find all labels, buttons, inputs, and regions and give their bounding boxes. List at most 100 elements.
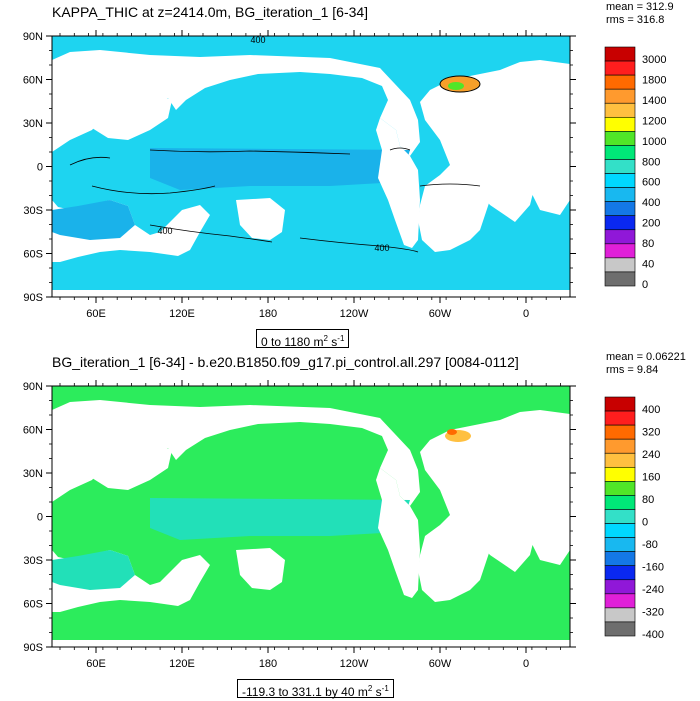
contour-lines: 400 400 400 (69, 35, 481, 253)
range-unit-tail: s (327, 335, 338, 349)
colorbar-level: 1000 (642, 136, 666, 148)
y-tick-label: 0 (37, 512, 43, 524)
colorbar-swatch (604, 621, 636, 637)
y-tick-label: 90N (23, 381, 43, 393)
colorbar-swatch (604, 537, 636, 552)
range-text: -119.3 to 331.1 by 40 m (242, 685, 368, 699)
contour-line (389, 147, 411, 151)
y-tick-label: 30N (23, 118, 43, 130)
colorbar-level: 1800 (642, 74, 666, 86)
colorbar-swatch (604, 173, 636, 188)
colorbar-level: 3000 (642, 54, 666, 66)
colorbar-level: 400 (642, 404, 660, 416)
land-mass (450, 498, 540, 572)
y-tick-label: 90N (23, 31, 43, 43)
land-mass (88, 442, 172, 490)
colorbar-swatch (604, 523, 636, 538)
colorbar-swatch (604, 116, 636, 132)
colorbar-swatch (604, 243, 636, 259)
land-mass (450, 148, 540, 222)
colorbar-swatch (604, 131, 636, 146)
y-tick-label: 0 (37, 162, 43, 174)
contour-line (299, 237, 419, 253)
x-tick-label: 60E (86, 658, 106, 670)
colorbar-swatch (604, 565, 636, 581)
x-tick-label: 180 (259, 308, 277, 320)
y-tick-label: 30S (23, 205, 43, 217)
colorbar-swatch (604, 102, 636, 118)
x-tick-label: 0 (523, 308, 529, 320)
stats: mean = 0.06221 rms = 9.84 (606, 351, 686, 377)
x-tick-label: 120W (340, 308, 369, 320)
colorbar-level: -240 (642, 584, 664, 596)
colorbar-swatch (604, 410, 636, 426)
colorbar-swatch (604, 46, 636, 62)
range-unit-sup2: -1 (381, 684, 389, 693)
panel-bottom: BG_iteration_1 [6-34] - b.e20.B1850.f09_… (0, 350, 700, 700)
y-tick-label: 60S (23, 249, 43, 261)
x-tick-labels: 60E 120E 180 120W 60W 0 (86, 308, 529, 320)
colorbar-level: 0 (642, 279, 648, 291)
x-tick-label: 120E (169, 658, 195, 670)
colorbar-swatch (604, 201, 636, 217)
colorbar-level: 400 (642, 197, 660, 209)
ocean-region-tropical-band (150, 148, 410, 190)
land-mass (236, 198, 285, 240)
colorbar-level: 1400 (642, 95, 666, 107)
x-tick-label: 180 (259, 658, 277, 670)
land-mass (236, 548, 285, 590)
stats: mean = 312.9 rms = 316.8 (606, 1, 674, 27)
colorbar-level: 600 (642, 177, 660, 189)
range-unit-sup: 2 (367, 684, 373, 693)
colorbar-swatch (604, 396, 636, 412)
colorbar-level: 40 (642, 259, 654, 271)
ocean-region-indian (52, 550, 135, 590)
colorbar-level: 800 (642, 156, 660, 168)
colorbar-level: 80 (642, 494, 654, 506)
range-text: 0 to 1180 m (261, 335, 324, 349)
y-tick-label: 60N (23, 425, 43, 437)
x-tick-label: 120E (169, 308, 195, 320)
axis-ticks (46, 380, 576, 653)
stat-rms: rms = 9.84 (606, 364, 659, 376)
colorbar-level: -400 (642, 629, 664, 641)
stat-mean: mean = 312.9 (606, 1, 674, 13)
colorbar-level: 240 (642, 449, 660, 461)
colorbar-swatch (604, 466, 636, 482)
range-unit-tail: s (372, 685, 382, 699)
colorbar-level: 160 (642, 472, 660, 484)
ocean-field (52, 386, 570, 640)
colorbar-swatch (604, 551, 636, 567)
colorbar-swatch (604, 579, 636, 595)
ocean-field (52, 36, 570, 290)
colorbar-level: -80 (642, 539, 658, 551)
colorbar-swatch (604, 60, 636, 76)
colorbar-level: 80 (642, 238, 654, 250)
colorbar-swatch (604, 424, 636, 440)
colorbar (604, 396, 636, 637)
contour-label: 400 (250, 35, 265, 45)
land-mass (376, 118, 420, 248)
colorbar-labels: 400 320 240 160 80 0 -80 -160 -240 -320 -400 (642, 404, 664, 641)
ocean-region-southern (52, 262, 570, 290)
range-unit-sup: 2 (323, 334, 328, 343)
range-label: -119.3 to 331.1 by 40 m2 s-1 (237, 679, 394, 699)
colorbar-swatch (604, 593, 636, 609)
colorbar-swatch (604, 481, 636, 496)
high-value-core (448, 82, 464, 90)
colorbar-swatch (604, 438, 636, 454)
colorbar-level: -320 (642, 607, 664, 619)
ocean-region-indian (52, 200, 135, 240)
colorbar-level: 0 (642, 517, 648, 529)
y-tick-label: 60S (23, 599, 43, 611)
y-tick-label: 90S (23, 642, 43, 654)
colorbar-level: 320 (642, 427, 660, 439)
colorbar (604, 46, 636, 287)
x-tick-label: 60W (429, 308, 452, 320)
contour-label: 400 (374, 243, 389, 253)
x-tick-labels: 60E 120E 180 120W 60W 0 (86, 658, 529, 670)
anomaly-core (447, 429, 457, 435)
axis-ticks (46, 30, 576, 303)
